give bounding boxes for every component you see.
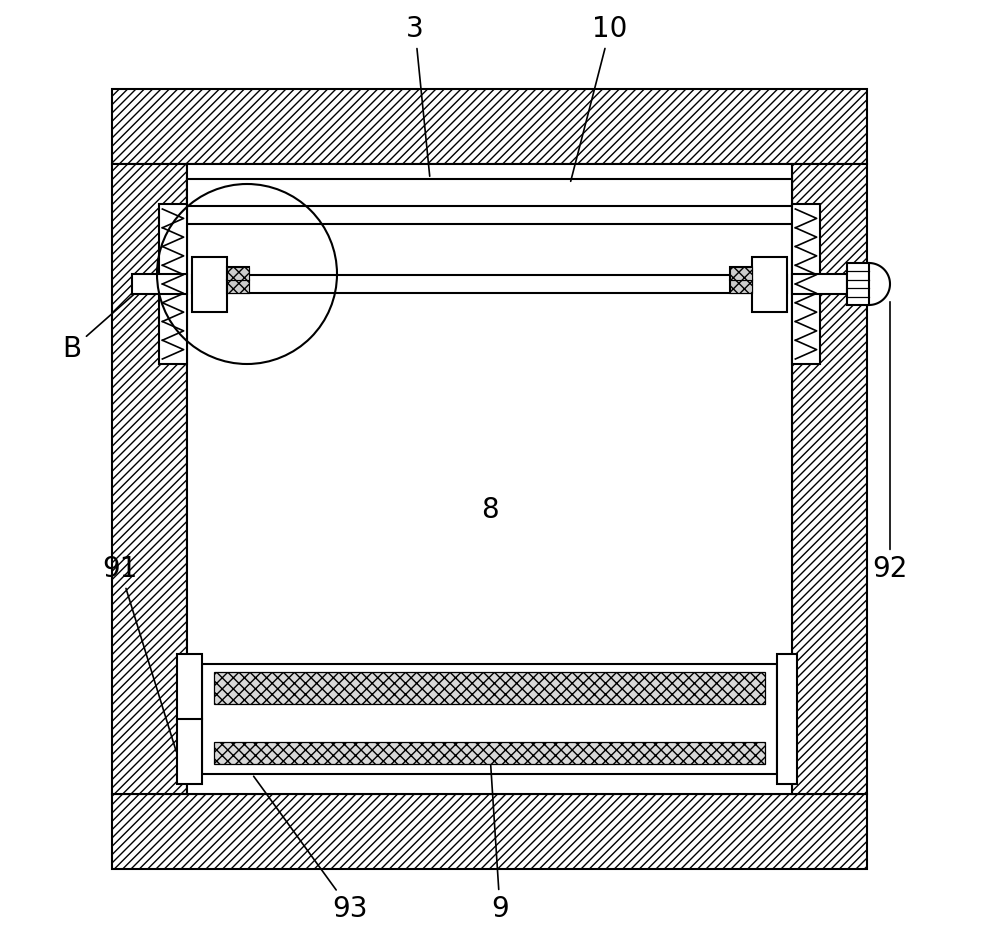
Text: 9: 9 (491, 756, 509, 923)
Bar (187, 164, 792, 794)
Bar (112, 794, 867, 869)
Bar (730, 267, 752, 280)
Bar (214, 672, 765, 704)
Bar (187, 179, 792, 224)
Text: 8: 8 (482, 496, 498, 525)
Bar (730, 267, 752, 280)
Bar (792, 164, 867, 794)
Bar (730, 280, 752, 293)
Bar (227, 267, 249, 280)
Text: B: B (62, 276, 155, 363)
Bar (159, 204, 187, 364)
Bar (227, 280, 249, 293)
Bar (202, 664, 777, 774)
Bar (112, 89, 867, 164)
Bar (177, 654, 202, 784)
Text: 10: 10 (571, 15, 628, 181)
Bar (730, 280, 752, 293)
Bar (227, 280, 249, 293)
Text: 93: 93 (253, 776, 368, 923)
Bar (847, 263, 869, 305)
Bar (752, 256, 787, 311)
Bar (792, 204, 820, 364)
Text: 91: 91 (102, 555, 176, 752)
Text: 92: 92 (872, 302, 908, 583)
Bar (112, 164, 187, 794)
Bar (192, 275, 787, 293)
Bar (227, 267, 249, 280)
Text: 3: 3 (406, 15, 430, 177)
Bar (192, 256, 227, 311)
Bar (132, 274, 187, 294)
Bar (777, 654, 797, 784)
Bar (792, 274, 847, 294)
Bar (214, 742, 765, 764)
